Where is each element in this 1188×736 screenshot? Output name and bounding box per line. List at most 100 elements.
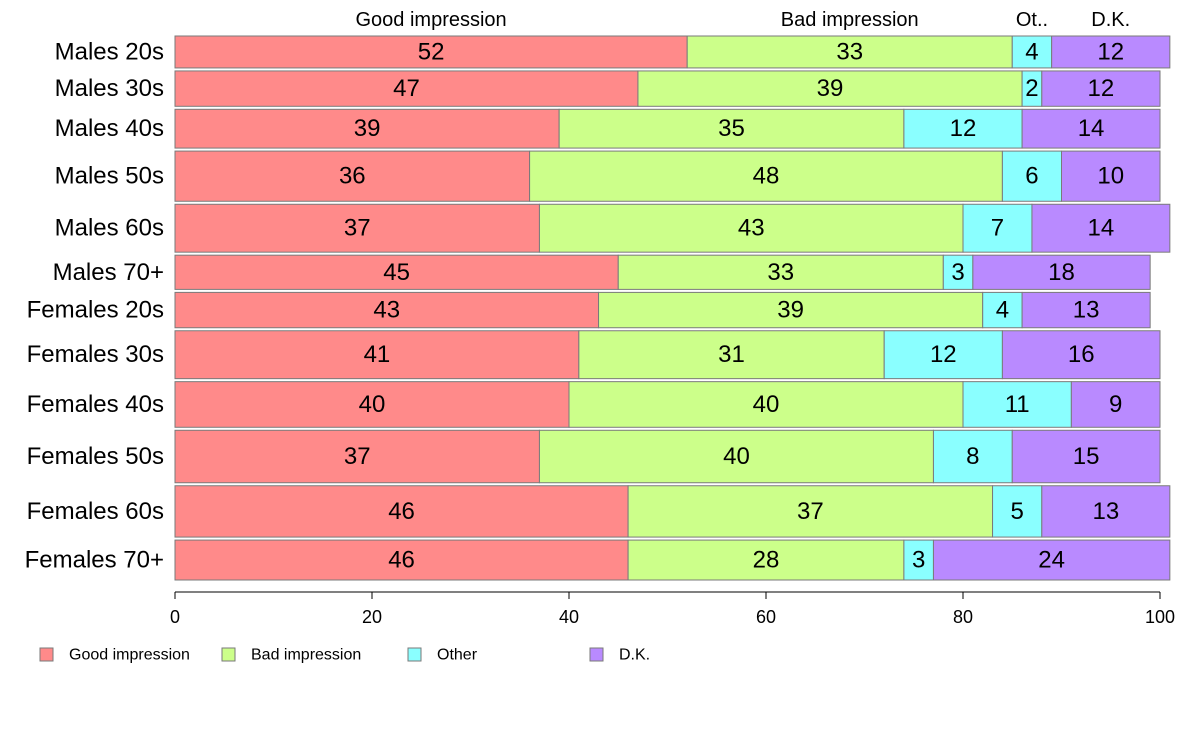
x-axis: 0 20 40 60 80 100 — [170, 591, 1175, 627]
bar-segment-good-impression — [174, 108, 560, 149]
data-label: 33 — [767, 259, 794, 286]
data-label: 18 — [1048, 259, 1075, 286]
data-label: 40 — [723, 443, 750, 470]
data-label: 12 — [1088, 75, 1115, 102]
bar-row-males-30s: Males 30s 47 39 2 12 — [55, 70, 1161, 107]
x-tick-label: 80 — [953, 607, 973, 627]
bar-segment-other — [982, 291, 1023, 329]
data-label: 39 — [817, 75, 844, 102]
data-label: 13 — [1073, 297, 1100, 324]
data-label: 36 — [339, 163, 366, 190]
bar-segment-other — [1011, 35, 1053, 69]
legend-label: D.K. — [619, 647, 650, 664]
bar-row-females-60s: Females 60s 46 37 5 13 — [27, 485, 1171, 538]
legend-label: Bad impression — [251, 647, 361, 664]
bar-segment-other — [932, 429, 1013, 484]
x-tick-label: 20 — [362, 607, 382, 627]
bar-segment-good-impression — [174, 70, 639, 107]
bar-segment-bad-impression — [627, 485, 994, 538]
data-label: 45 — [383, 259, 410, 286]
bar-segment-d-k — [1041, 70, 1161, 107]
data-label: 46 — [388, 547, 415, 574]
bar-row-females-40s: Females 40s 40 40 11 9 — [27, 381, 1161, 428]
legend-swatch — [407, 647, 422, 662]
legend-item-d-k: D.K. — [589, 647, 650, 664]
data-label: 39 — [354, 115, 381, 142]
data-label: 39 — [777, 297, 804, 324]
data-label: 11 — [1005, 391, 1030, 418]
data-label: 41 — [364, 341, 391, 368]
data-label: 9 — [1109, 391, 1122, 418]
data-label: 48 — [753, 163, 780, 190]
legend-item-other: Other — [407, 647, 478, 664]
data-label: 40 — [359, 391, 386, 418]
bar-segment-good-impression — [174, 203, 540, 253]
bar-segment-d-k — [1041, 485, 1171, 538]
row-label: Males 50s — [55, 163, 164, 190]
bar-segment-bad-impression — [558, 108, 905, 149]
data-label: 15 — [1073, 443, 1100, 470]
bar-row-females-20s: Females 20s 43 39 4 13 — [27, 291, 1151, 329]
bar-segment-bad-impression — [686, 35, 1013, 69]
bar-segment-bad-impression — [637, 70, 1023, 107]
bar-row-males-20s: Males 20s 52 33 4 12 — [55, 35, 1171, 69]
data-label: 12 — [1097, 38, 1124, 65]
data-label: 4 — [996, 297, 1009, 324]
data-label: 14 — [1078, 115, 1105, 142]
data-label: 12 — [950, 115, 977, 142]
data-label: 37 — [797, 498, 824, 525]
data-label: 3 — [912, 547, 925, 574]
bar-row-males-50s: Males 50s 36 48 6 10 — [55, 150, 1161, 202]
bar-segment-bad-impression — [627, 539, 905, 581]
bar-segment-d-k — [972, 254, 1151, 290]
bar-segment-other — [903, 108, 1023, 149]
data-label: 13 — [1092, 498, 1119, 525]
bar-segment-good-impression — [174, 291, 600, 329]
row-label: Males 30s — [55, 75, 164, 102]
data-label: 46 — [388, 498, 415, 525]
data-label: 24 — [1038, 547, 1065, 574]
bar-segment-bad-impression — [568, 381, 964, 428]
bar-segment-d-k — [1001, 330, 1161, 380]
row-label: Females 40s — [27, 391, 164, 418]
x-tick-label: 0 — [170, 607, 180, 627]
row-label: Males 60s — [55, 215, 164, 242]
data-label: 16 — [1068, 341, 1095, 368]
bar-segment-good-impression — [174, 35, 688, 69]
bar-row-females-70: Females 70+ 46 28 3 24 — [25, 539, 1171, 581]
data-label: 10 — [1097, 163, 1124, 190]
bar-segment-bad-impression — [538, 203, 964, 253]
row-label: Females 50s — [27, 443, 164, 470]
row-label: Males 40s — [55, 115, 164, 142]
legend-item-good-impression: Good impression — [39, 647, 190, 664]
bar-segment-bad-impression — [617, 254, 944, 290]
bar-segment-d-k — [1021, 291, 1151, 329]
data-label: 28 — [753, 547, 780, 574]
bar-segment-d-k — [1051, 35, 1171, 69]
bar-segment-other — [942, 254, 974, 290]
row-label: Males 70+ — [53, 259, 164, 286]
column-header: Good impression — [356, 9, 507, 31]
bar-row-males-70: Males 70+ 45 33 3 18 — [53, 254, 1151, 290]
data-label: 14 — [1088, 215, 1115, 242]
bar-segment-d-k — [1031, 203, 1171, 253]
bar-row-males-60s: Males 60s 37 43 7 14 — [55, 203, 1171, 253]
column-header: Bad impression — [781, 9, 919, 31]
row-label: Females 30s — [27, 341, 164, 368]
data-label: 40 — [753, 391, 780, 418]
bar-segment-d-k — [1061, 150, 1161, 202]
data-label: 4 — [1025, 38, 1038, 65]
data-label: 12 — [930, 341, 957, 368]
bar-segment-good-impression — [174, 429, 540, 484]
bar-segment-other — [962, 203, 1033, 253]
row-label: Females 20s — [27, 297, 164, 324]
data-label: 43 — [738, 215, 765, 242]
column-headers: Good impression Bad impression Ot.. D.K. — [356, 9, 1131, 31]
data-label: 7 — [991, 215, 1004, 242]
data-label: 37 — [344, 443, 371, 470]
legend-item-bad-impression: Bad impression — [221, 647, 361, 664]
data-label: 2 — [1025, 75, 1038, 102]
column-header: D.K. — [1091, 9, 1130, 31]
